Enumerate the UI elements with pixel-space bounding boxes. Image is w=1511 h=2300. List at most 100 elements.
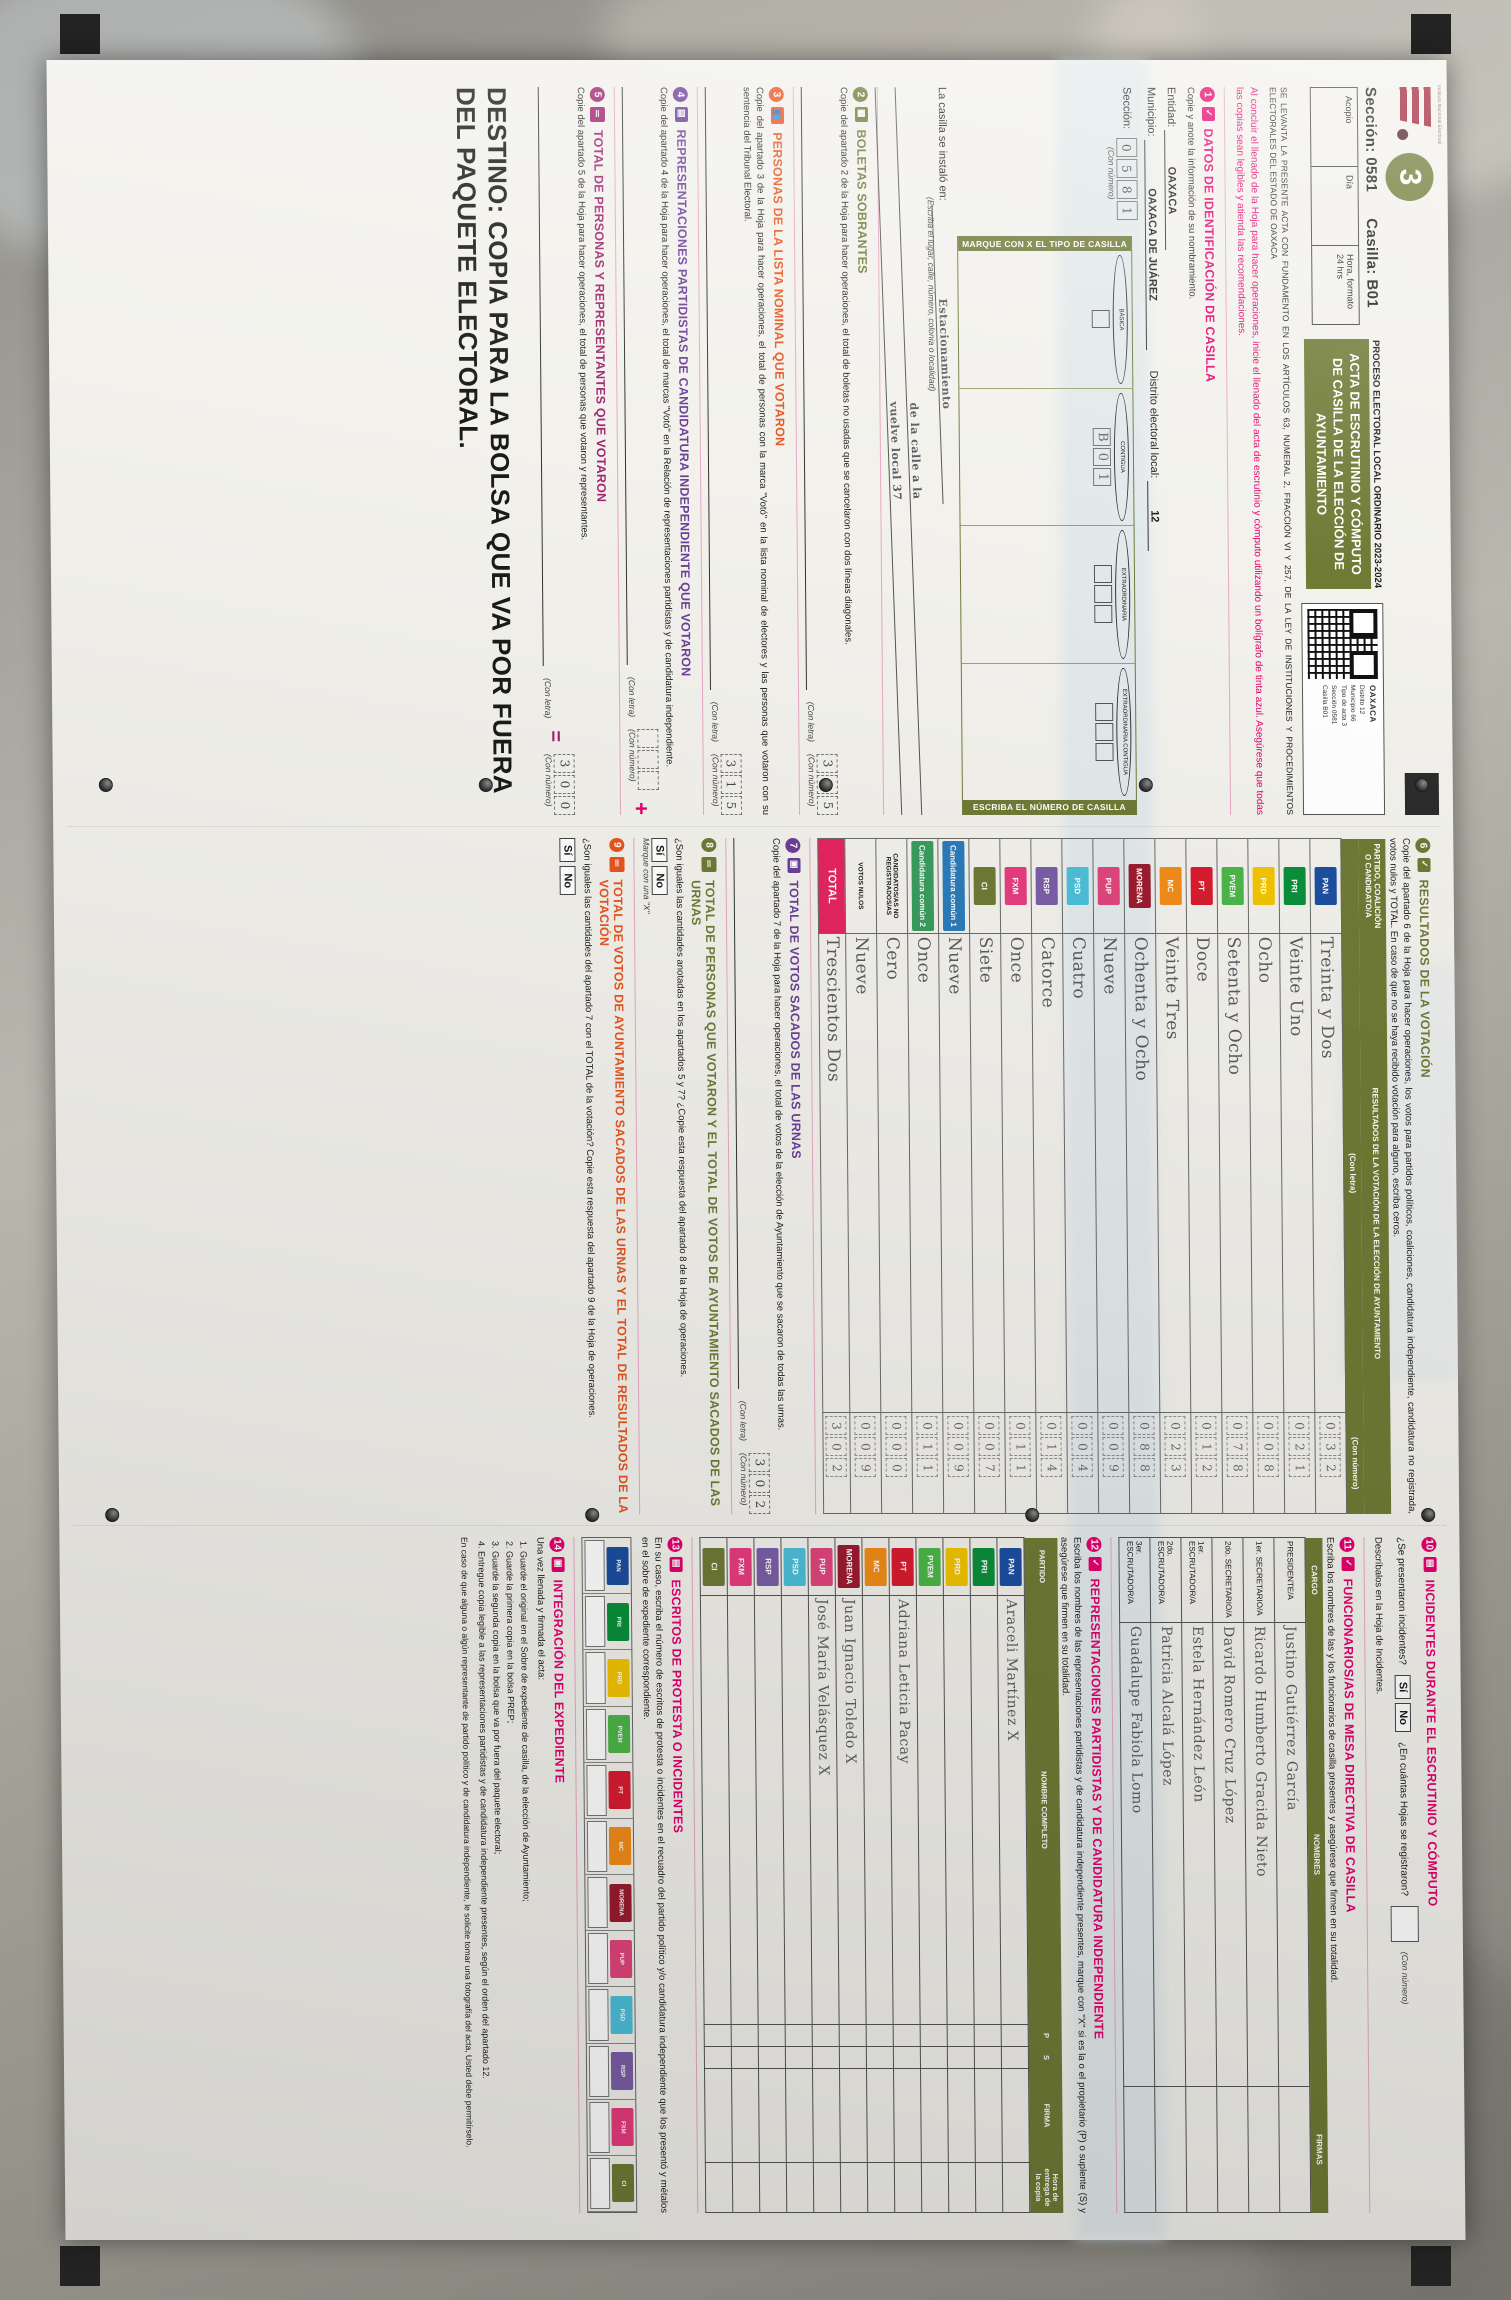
rep-hora-cell[interactable] [812,2162,841,2213]
digit[interactable]: 0 [915,1416,938,1436]
rep-p-cell[interactable] [919,2024,947,2047]
digit[interactable]: 0 [1163,1416,1186,1436]
rep-s-cell[interactable] [703,2046,732,2069]
digit[interactable]: 0 [853,1416,876,1436]
digit[interactable]: 1 [1195,1437,1217,1457]
rep-s-cell[interactable] [757,2046,786,2069]
rep-hora-cell[interactable] [758,2162,787,2213]
rep-hora-cell[interactable] [785,2162,814,2213]
escritos-party-box[interactable]: PRI [582,1594,632,1651]
rep-p-cell[interactable] [784,2024,812,2047]
section-10-yes-option[interactable]: Sí [1394,1674,1411,1700]
rep-s-cell[interactable] [919,2046,948,2069]
votes-letter-cell[interactable]: Nueve [1092,933,1128,1413]
digit[interactable]: 3 [553,754,575,773]
digit[interactable]: 7 [978,1458,1000,1478]
section-8-answer[interactable]: Sí No [650,838,668,896]
rep-nombre-cell[interactable]: Araceli Martínez X [996,1595,1028,2025]
section-7-letter-field[interactable] [733,838,765,1389]
votes-letter-cell[interactable]: Once [999,933,1035,1413]
firma-cell[interactable] [1154,2086,1187,2213]
casilla-type-extraordinaria-contigua[interactable]: EXTRAORDINARIA CONTIGUA [961,664,1135,800]
acopio-dia-field[interactable]: Día [1310,167,1358,246]
firma-cell[interactable] [1247,2086,1280,2213]
digit[interactable]: 5 [720,796,742,815]
rep-p-cell[interactable] [811,2024,839,2047]
digit[interactable]: 9 [1102,1458,1124,1478]
rep-firma-cell[interactable] [758,2068,786,2163]
rep-firma-cell[interactable] [920,2068,948,2163]
digit[interactable]: 2 [1164,1437,1186,1457]
digit[interactable]: 1 [916,1437,938,1457]
votes-letter-cell[interactable]: Nueve [937,933,973,1413]
digit[interactable]: 0 [1070,1416,1093,1436]
rep-s-cell[interactable] [1000,2046,1029,2069]
rep-firma-cell[interactable] [1001,2068,1029,2163]
escritos-party-box[interactable]: MC [584,1818,634,1876]
rep-nombre-cell[interactable] [726,1595,758,2025]
digit[interactable]: 4 [1040,1458,1062,1478]
digit[interactable]: 0 [947,1437,969,1457]
section-4-letter-field[interactable] [620,87,653,665]
votes-letter-cell[interactable]: Cuatro [1061,933,1097,1413]
rep-s-cell[interactable] [784,2046,813,2069]
digit[interactable]: 0 [1132,1416,1155,1436]
rep-nombre-cell[interactable] [753,1595,785,2025]
digit[interactable]: 0 [1071,1437,1093,1457]
rep-hora-cell[interactable] [893,2162,922,2213]
digit[interactable]: 2 [825,1458,847,1478]
rep-hora-cell[interactable] [704,2162,733,2213]
rep-nombre-cell[interactable] [699,1595,731,2025]
digit[interactable]: 3 [1164,1458,1186,1478]
nombre-cell[interactable]: Guadalupe Fabiola Lomo [1119,1622,1155,2087]
votes-letter-cell[interactable]: Veinte Tres [1154,933,1190,1413]
digit[interactable]: 1 [1009,1458,1031,1478]
section-2-letter-field[interactable] [800,87,833,690]
digit[interactable]: 9 [947,1458,969,1478]
rep-p-cell[interactable] [703,2024,731,2047]
digit[interactable]: 2 [1319,1458,1341,1478]
seccion-digit[interactable]: 8 [1115,180,1137,200]
votes-letter-cell[interactable]: Once [906,933,942,1413]
nombre-cell[interactable]: Justino Gutiérrez García [1274,1622,1310,2087]
escritos-party-box[interactable]: PAN [582,1538,631,1595]
rep-hora-cell[interactable] [866,2162,895,2213]
digit[interactable]: 3 [816,754,838,773]
digit[interactable] [636,729,658,749]
seccion-digit[interactable]: 1 [1115,201,1138,221]
firma-cell[interactable] [1216,2086,1249,2213]
digit[interactable]: 3 [748,1453,770,1472]
rep-s-cell[interactable] [946,2046,975,2069]
seccion-digit[interactable]: 5 [1115,159,1137,179]
escritos-party-box[interactable]: PSD [586,1987,635,2044]
digit[interactable]: 8 [1257,1458,1279,1478]
rep-firma-cell[interactable] [839,2068,867,2163]
digit[interactable]: 0 [1225,1416,1248,1436]
rep-nombre-cell[interactable] [915,1595,947,2025]
rep-nombre-cell[interactable]: Adriana Leticia Pacay [888,1595,920,2025]
nombre-cell[interactable]: Estela Hernández León [1181,1622,1217,2087]
section-3-digits[interactable]: 3 1 5 [719,754,742,815]
digit[interactable]: 2 [1288,1437,1310,1457]
seccion-digits[interactable]: 0 5 8 1 [1115,138,1138,221]
section-5-letter-field[interactable] [537,87,570,667]
digit[interactable]: 0 [1102,1437,1124,1457]
section-9-answer[interactable]: Sí No [558,838,576,896]
rep-firma-cell[interactable] [731,2068,759,2163]
rep-firma-cell[interactable] [704,2068,732,2163]
rep-firma-cell[interactable] [785,2068,813,2163]
digit[interactable]: 5 [816,796,839,815]
rep-hora-cell[interactable] [920,2162,949,2213]
rep-p-cell[interactable] [865,2024,893,2047]
digit[interactable]: 2 [748,1495,771,1514]
escritos-protesta-strip[interactable]: PAN PRI PRD PVEM PT MC MORENA PUP PSD RSP FXM CI [581,1537,638,2213]
digit[interactable]: 0 [825,1437,847,1457]
rep-s-cell[interactable] [730,2046,759,2069]
